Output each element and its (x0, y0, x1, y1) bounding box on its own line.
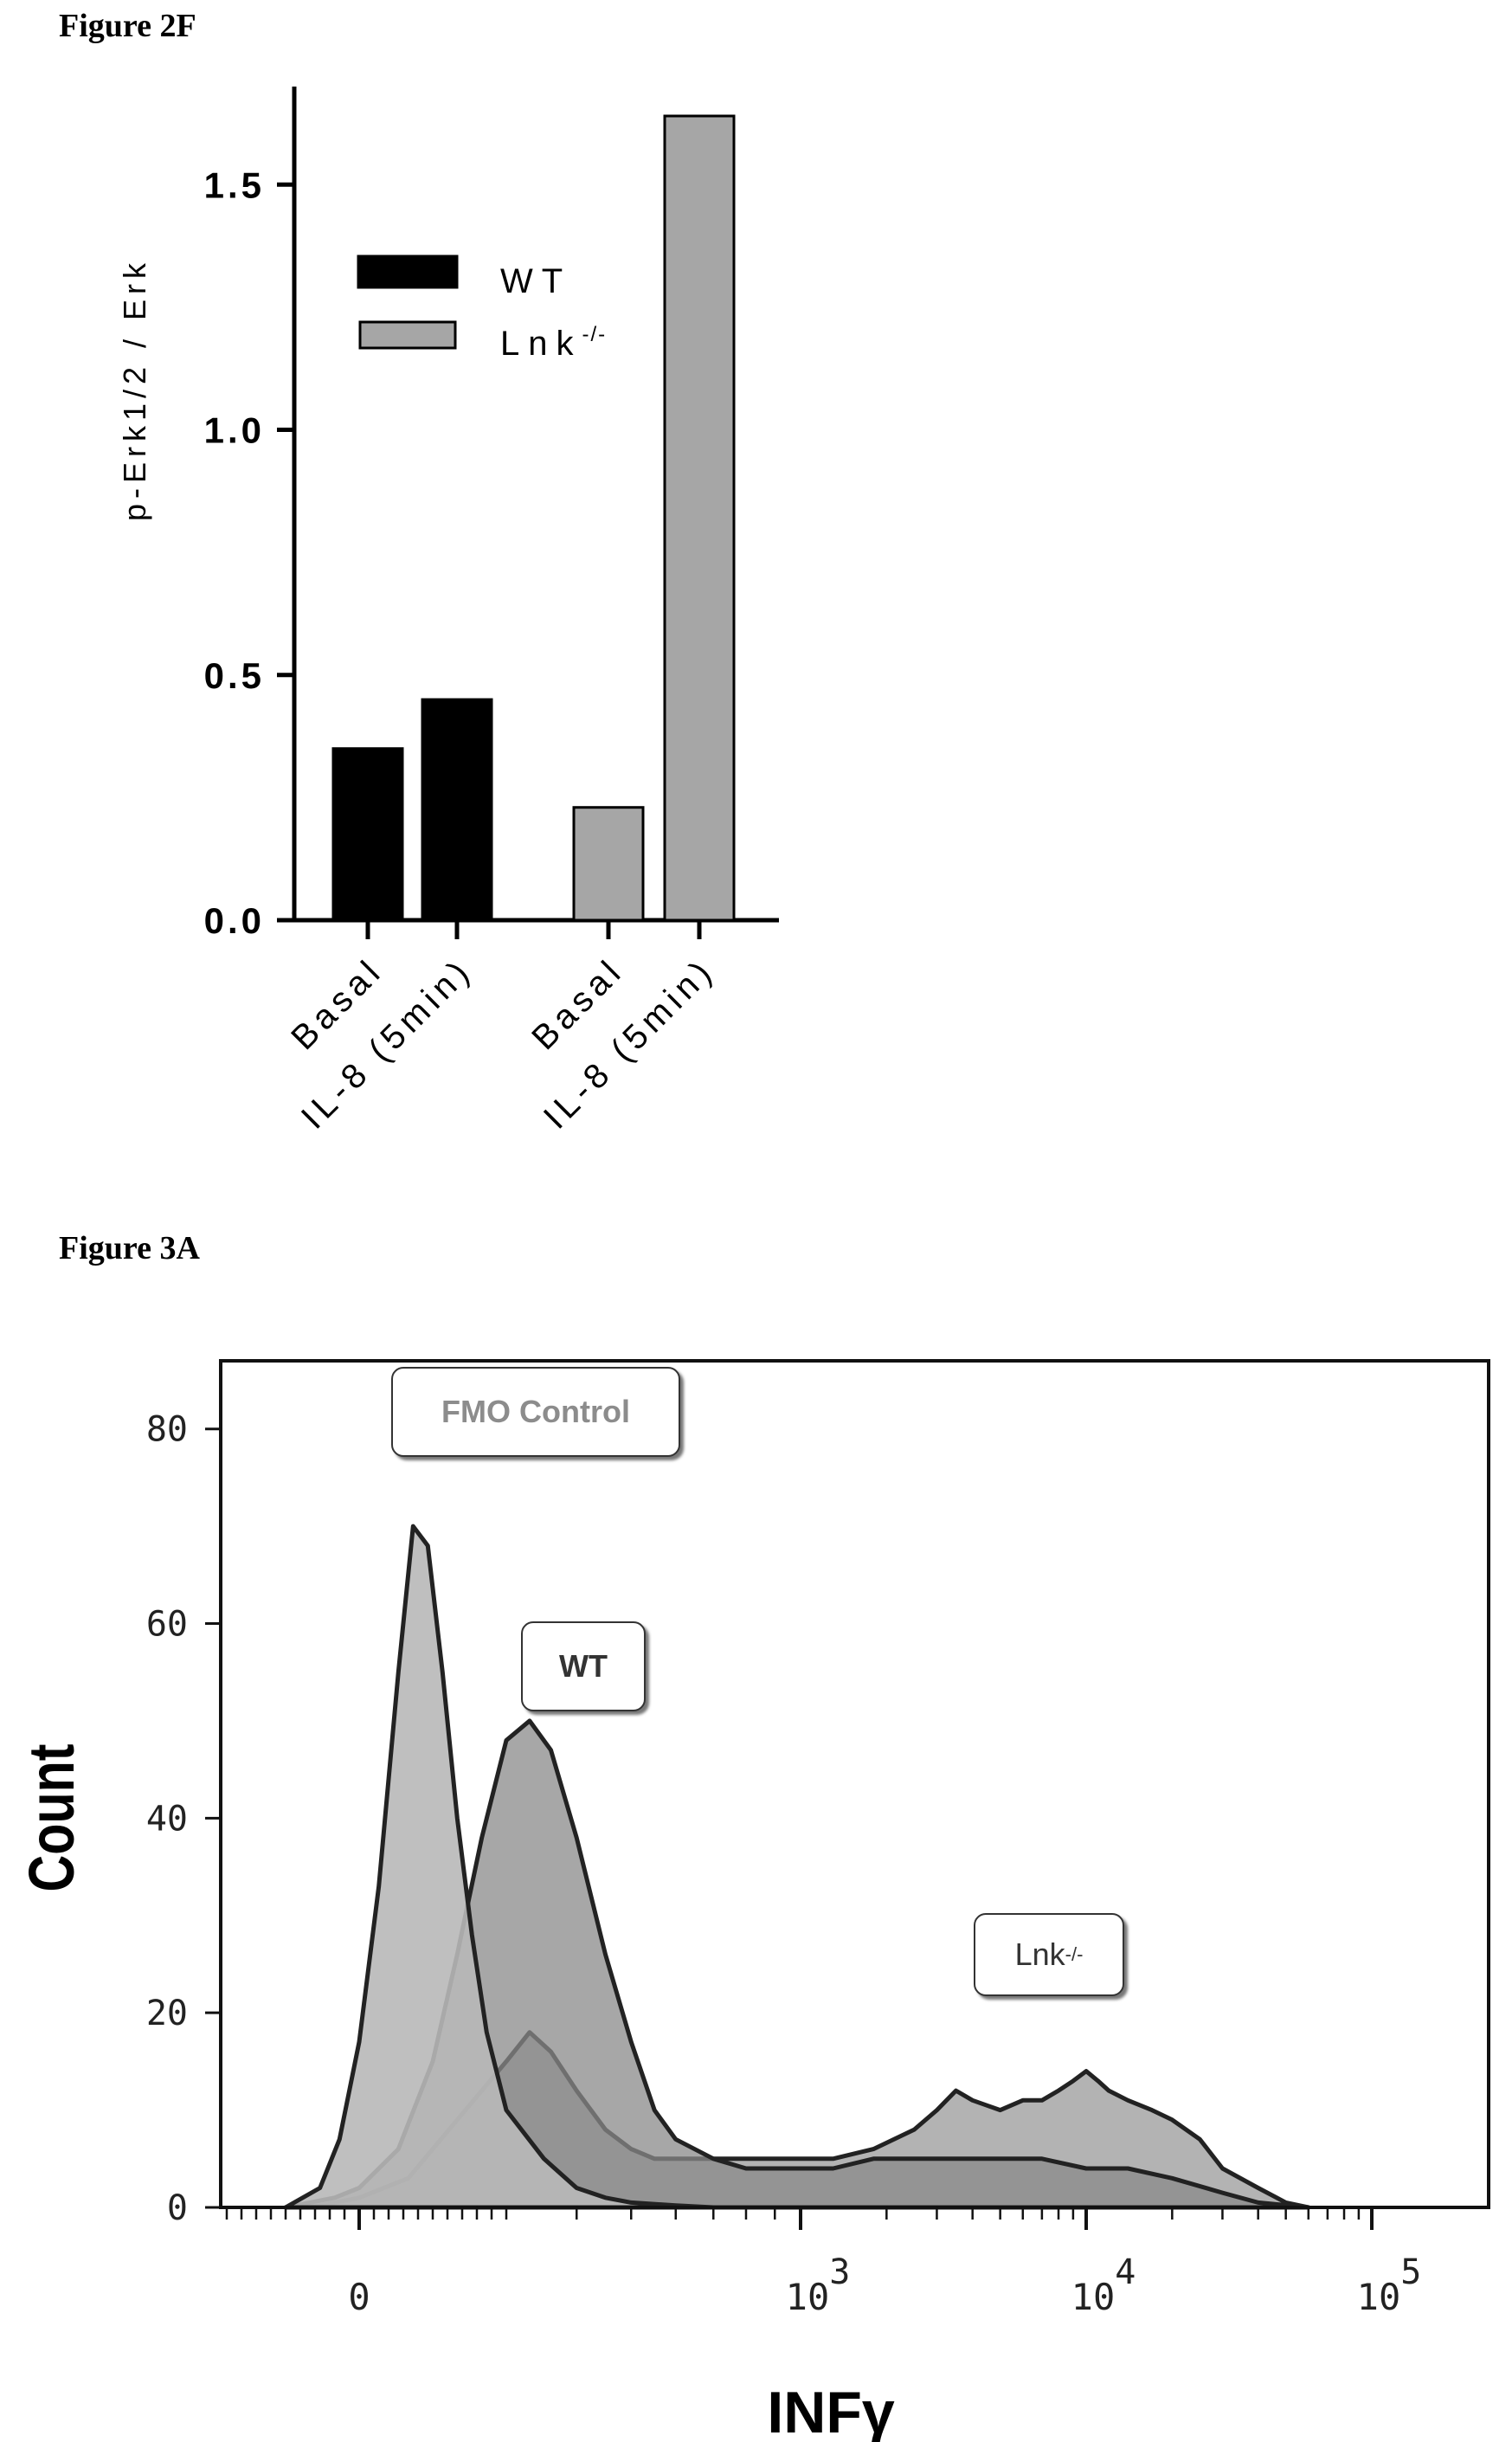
legend-label-lnk: Lnk-/- (500, 323, 607, 363)
figure-3a-x-tick-labels: 0 103 104 105 (348, 2252, 1421, 2318)
x-tick-label: 103 (786, 2252, 851, 2318)
x-tick-label: 104 (1071, 2252, 1136, 2318)
figure-2f-y-axis-label: p-Erk1/2 / Erk (117, 258, 152, 521)
figure-2f-bars (331, 114, 736, 922)
figure-3a-y-axis-label: Count (16, 1744, 88, 1892)
y-tick-label: 80 (146, 1410, 188, 1450)
bar (421, 698, 493, 922)
bar (663, 114, 736, 922)
figure-2f-axes: 0.0 0.5 1.0 1.5 (204, 87, 779, 941)
y-tick-label: 1.5 (204, 164, 265, 205)
y-tick-label: 0 (167, 2188, 188, 2228)
lnk-label-superscript: -/- (1065, 1943, 1084, 1965)
figure-3a-title: Figure 3A (59, 1230, 200, 1266)
figure-3a-axes: 0 20 40 60 80 (146, 1359, 1490, 2230)
figure-2f-title: Figure 2F (59, 8, 196, 44)
y-tick-label: 60 (146, 1605, 188, 1645)
legend-label-wt: WT (500, 262, 571, 300)
y-tick-label: 40 (146, 1799, 188, 1839)
figure-3a-x-axis-label: INFγ (767, 2380, 895, 2442)
figure-3a-chart: 0 20 40 60 80 Count INFγ 0 103 104 105 (16, 1359, 1490, 2442)
figure-2f-legend: WT Lnk-/- (357, 255, 607, 363)
x-tick-label: 0 (348, 2276, 370, 2318)
wt-label: WT (521, 1621, 646, 1711)
legend-swatch-wt (357, 255, 459, 289)
figure-2f-chart: 0.0 0.5 1.0 1.5 WT Lnk-/- p-Erk1/2 / Erk Bas… (117, 87, 779, 1137)
histogram-fmo-control (283, 1524, 716, 2210)
x-tick-label: 105 (1357, 2252, 1422, 2318)
lnk-label: Lnk -/- (974, 1913, 1124, 1996)
y-tick-label: 20 (146, 1994, 188, 2033)
lnk-label-text: Lnk (1014, 1936, 1065, 1972)
y-tick-label: 0.0 (204, 900, 265, 941)
legend-swatch-lnk (358, 320, 457, 350)
y-tick-label: 0.5 (204, 655, 265, 696)
fmo-control-label: FMO Control (391, 1367, 680, 1457)
plot-frame (219, 1359, 1490, 2209)
figure-3a-histograms (283, 1524, 1311, 2210)
bar (331, 747, 404, 922)
y-tick-label: 1.0 (204, 410, 265, 451)
bar (572, 806, 645, 922)
